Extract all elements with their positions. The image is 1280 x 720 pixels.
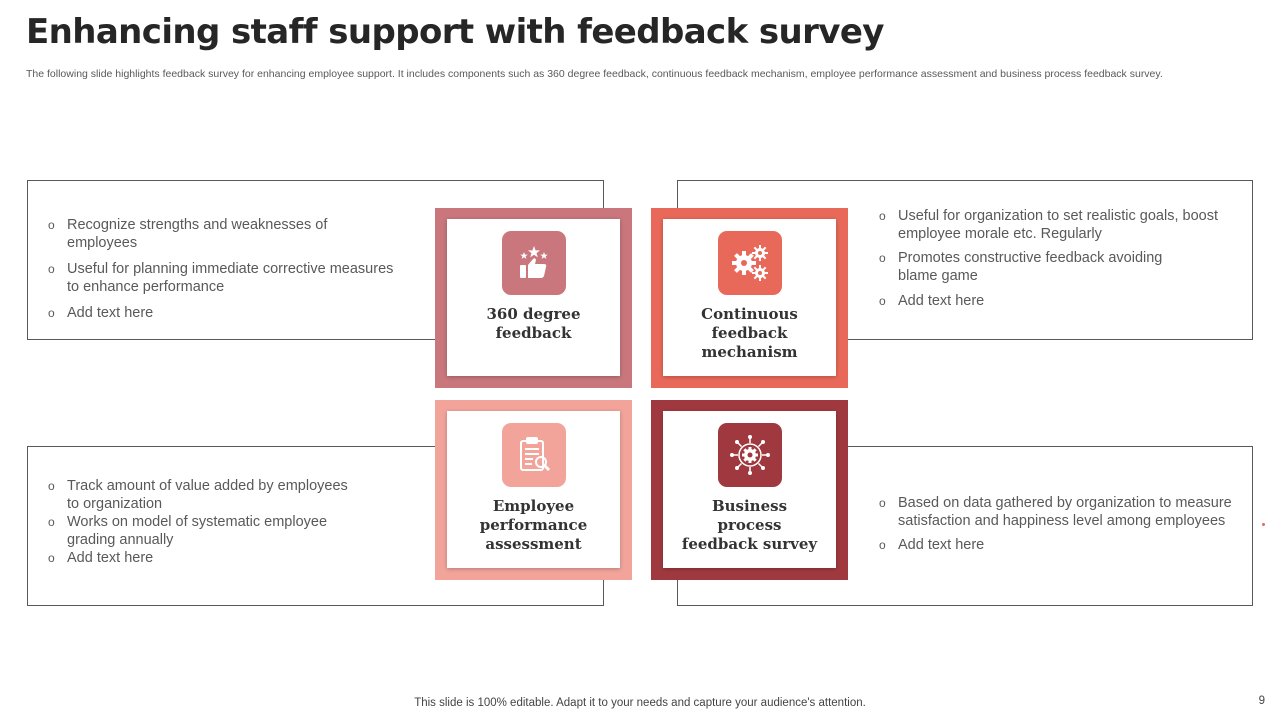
bullet-item: Track amount of value added by employees… [48,478,358,513]
network-gear-icon [717,423,782,487]
slide-footer: This slide is 100% editable. Adapt it to… [414,697,866,709]
bullet-list: Based on data gathered by organization t… [879,495,1234,555]
bullet-list: Useful for organization to set realistic… [879,208,1234,311]
bullet-item: Useful for organization to set realistic… [879,208,1234,243]
gears-icon [717,231,782,295]
card-label: Employee performance assessment [479,497,588,553]
slide-title: Enhancing staff support with feedback su… [26,12,884,52]
card-panel: Business process feedback survey [663,411,836,568]
card-panel: 360 degree feedback [447,219,620,376]
card-label: Continuous feedback mechanism [701,305,798,361]
bullet-item: Add text here [48,305,398,323]
bullet-item: Works on model of systematic employee gr… [48,514,347,549]
bullet-item: Promotes constructive feedback avoiding … [879,250,1188,285]
card-label: Business process feedback survey [681,497,818,553]
bullet-item: Based on data gathered by organization t… [879,495,1234,530]
card-panel: Employee performance assessment [447,411,620,568]
card-employee-assessment: Employee performance assessment [435,400,632,580]
bullet-item: Add text here [879,293,1234,311]
thumbs-up-stars-icon [501,231,566,295]
bullet-item: Recognize strengths and weaknesses of em… [48,217,398,252]
clipboard-search-icon [501,423,566,487]
accent-dot [1262,523,1265,526]
card-continuous-feedback: Continuous feedback mechanism [651,208,848,388]
page-number: 9 [1258,695,1265,707]
slide-subtitle: The following slide highlights feedback … [26,68,1163,80]
card-panel: Continuous feedback mechanism [663,219,836,376]
bullet-item: Add text here [879,537,1234,555]
card-business-process: Business process feedback survey [651,400,848,580]
card-360-degree-feedback: 360 degree feedback [435,208,632,388]
card-label: 360 degree feedback [486,305,581,342]
bullet-item: Useful for planning immediate corrective… [48,261,398,296]
bullet-item: Add text here [48,550,358,568]
bullet-list: Track amount of value added by employees… [48,478,358,568]
bullet-list: Recognize strengths and weaknesses of em… [48,217,398,323]
